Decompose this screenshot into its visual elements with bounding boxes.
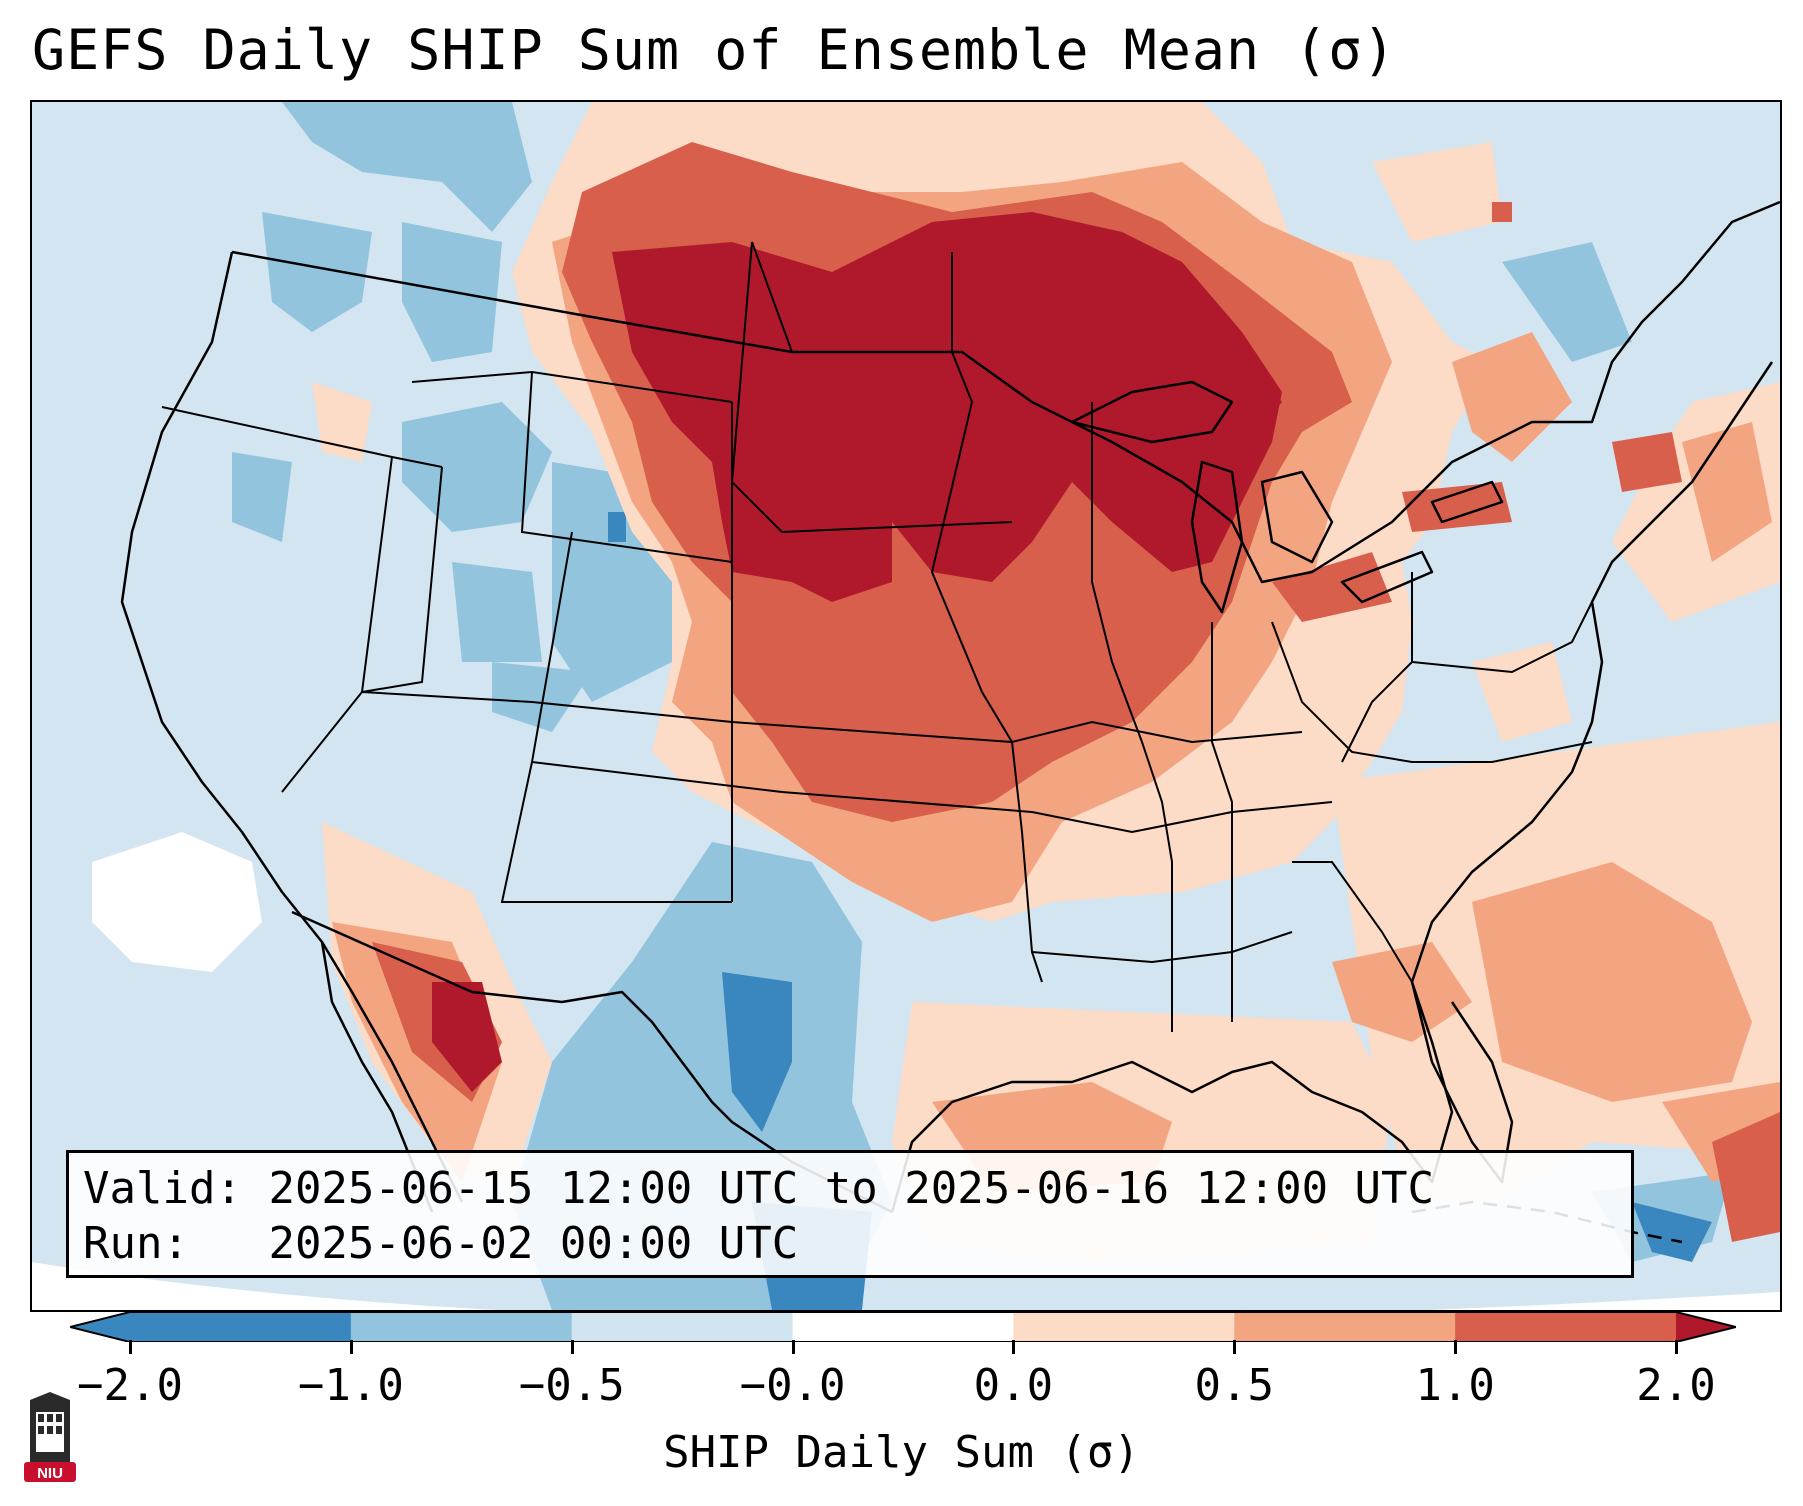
colorbar-bin bbox=[70, 1312, 130, 1342]
colorbar-bin bbox=[792, 1312, 1014, 1342]
valid-row: Valid: 2025-06-15 12:00 UTC to 2025-06-1… bbox=[83, 1161, 1617, 1216]
colorbar-tick bbox=[1233, 1340, 1237, 1354]
colorbar-tick-label: 0.5 bbox=[1194, 1360, 1275, 1411]
map-panel bbox=[30, 100, 1782, 1312]
anomaly-positive-extreme bbox=[432, 212, 1282, 1092]
valid-value: 2025-06-15 12:00 UTC to 2025-06-16 12:00… bbox=[268, 1163, 1435, 1214]
colorbar-bin bbox=[1013, 1312, 1235, 1342]
colorbar-tick-label: −2.0 bbox=[77, 1360, 183, 1411]
us-canada-border bbox=[231, 200, 1780, 584]
state-borders bbox=[161, 241, 1593, 1032]
off-domain-area bbox=[32, 1262, 1780, 1310]
colorbar-tick-label: −0.5 bbox=[518, 1360, 625, 1411]
niu-logo: NIU bbox=[24, 1392, 76, 1482]
colorbar-tick-label: −1.0 bbox=[297, 1360, 404, 1411]
colorbar-bin bbox=[130, 1312, 352, 1342]
colorbar-tick bbox=[349, 1340, 353, 1354]
colorbar-tick bbox=[791, 1340, 795, 1354]
near-zero-patch bbox=[92, 832, 262, 972]
run-label: Run: bbox=[83, 1218, 189, 1269]
atlantic-coastline bbox=[1410, 361, 1774, 983]
colorbar-tick-label: 0.0 bbox=[973, 1360, 1054, 1411]
pacific-coastline bbox=[120, 251, 434, 1213]
colorbar-tick-label: −0.0 bbox=[739, 1360, 846, 1411]
colorbar-tick bbox=[1012, 1340, 1016, 1354]
colorbar bbox=[70, 1312, 1736, 1342]
colorbar-label: SHIP Daily Sum (σ) bbox=[663, 1427, 1140, 1478]
ship-anomaly-map bbox=[32, 102, 1780, 1310]
colorbar-bin bbox=[1455, 1312, 1677, 1342]
logo-text: NIU bbox=[37, 1465, 63, 1482]
run-value: 2025-06-02 00:00 UTC bbox=[268, 1218, 799, 1269]
colorbar-bin bbox=[571, 1312, 794, 1342]
valid-label: Valid: bbox=[83, 1163, 242, 1214]
chart-title: GEFS Daily SHIP Sum of Ensemble Mean (σ) bbox=[32, 18, 1397, 82]
run-row: Run: 2025-06-02 00:00 UTC bbox=[83, 1216, 1617, 1271]
colorbar-tick-label: 1.0 bbox=[1415, 1360, 1495, 1411]
info-box: Valid: 2025-06-15 12:00 UTC to 2025-06-1… bbox=[66, 1150, 1634, 1278]
colorbar-tick bbox=[1454, 1340, 1458, 1354]
colorbar-tick bbox=[1675, 1340, 1678, 1354]
great-lakes bbox=[1070, 380, 1234, 444]
colorbar-tick bbox=[129, 1340, 132, 1354]
colorbar-bin bbox=[350, 1312, 573, 1342]
colorbar-bin bbox=[1234, 1312, 1456, 1342]
gulf-coastline bbox=[890, 981, 1454, 1213]
colorbar-tick-label: 2.0 bbox=[1636, 1360, 1716, 1411]
colorbar-bin bbox=[1676, 1312, 1736, 1342]
colorbar-tick bbox=[570, 1340, 574, 1354]
